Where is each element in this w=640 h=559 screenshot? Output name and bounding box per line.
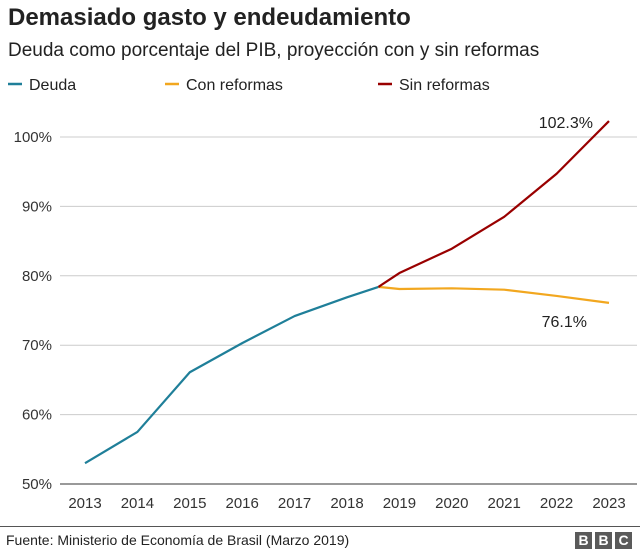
x-tick-label: 2015 — [173, 495, 206, 512]
x-tick-label: 2018 — [330, 495, 363, 512]
x-tick-label: 2022 — [540, 495, 573, 512]
x-tick-label: 2020 — [435, 495, 468, 512]
x-tick-label: 2021 — [488, 495, 521, 512]
y-tick-label: 100% — [14, 129, 52, 146]
x-tick-label: 2013 — [68, 495, 101, 512]
legend-label: Con reformas — [186, 77, 283, 94]
chart-subtitle: Deuda como porcentaje del PIB, proyecció… — [8, 40, 540, 61]
y-tick-label: 90% — [22, 198, 52, 215]
legend-label: Deuda — [29, 77, 76, 94]
y-tick-label: 70% — [22, 337, 52, 354]
line-chart: 50% 60% 70% 80% 90% 100% 2013 2014 2015 2016 2017 2… — [8, 77, 637, 512]
series-line-sin-reformas — [377, 120, 610, 288]
legend-label: Sin reformas — [399, 77, 490, 94]
series-line-deuda — [84, 285, 379, 465]
x-tick-label: 2016 — [226, 495, 259, 512]
y-tick-label: 50% — [22, 476, 52, 493]
y-tick-label: 60% — [22, 407, 52, 424]
series-line-con-reformas — [378, 285, 610, 304]
annotation-sin-reformas: 102.3% — [539, 115, 593, 132]
x-tick-label: 2019 — [383, 495, 416, 512]
x-tick-label: 2017 — [278, 495, 311, 512]
annotation-con-reformas: 76.1% — [542, 314, 587, 331]
divider — [0, 526, 640, 527]
y-tick-label: 80% — [22, 268, 52, 285]
x-tick-label: 2014 — [121, 495, 154, 512]
chart-title: Demasiado gasto y endeudamiento — [8, 4, 411, 31]
x-tick-label: 2023 — [592, 495, 625, 512]
source-note: Fuente: Ministerio de Economía de Brasil… — [6, 532, 350, 548]
